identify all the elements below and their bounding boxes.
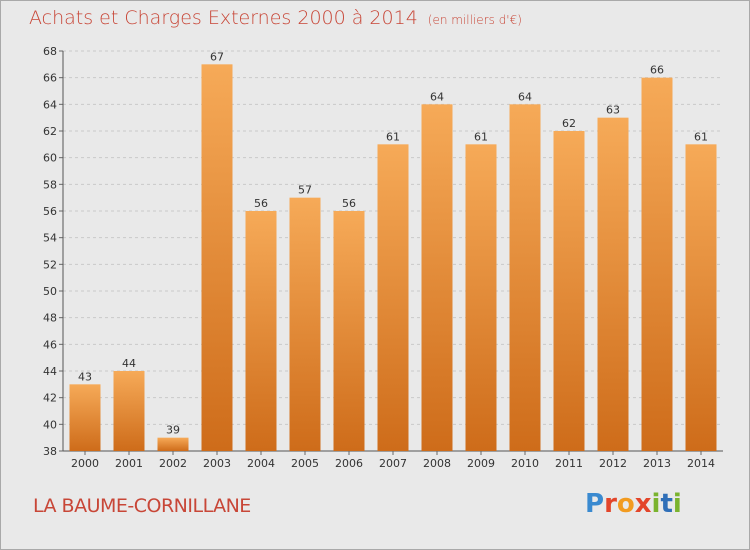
logo-letter-3: o — [616, 489, 635, 519]
value-label-2006: 56 — [342, 197, 356, 210]
logo-letter-5: i — [651, 489, 661, 519]
value-label-2012: 63 — [606, 104, 620, 117]
x-tick-label-2000: 2000 — [71, 457, 99, 470]
x-tick-label-2013: 2013 — [643, 457, 671, 470]
logo-letter-4: x — [634, 489, 652, 519]
chart-unit: (en milliers d'€) — [427, 13, 522, 27]
value-label-2013: 66 — [650, 64, 664, 77]
x-tick-label-2008: 2008 — [423, 457, 451, 470]
x-tick-label-2005: 2005 — [291, 457, 319, 470]
bar-2005 — [289, 197, 321, 451]
x-tick-label-2006: 2006 — [335, 457, 363, 470]
bar-2004 — [245, 211, 277, 451]
chart-title-text: Achats et Charges Externes 2000 à 2014 — [29, 7, 418, 29]
y-tick-label: 58 — [43, 178, 57, 191]
y-tick-label: 46 — [43, 338, 57, 351]
value-label-2014: 61 — [694, 130, 708, 143]
x-tick-label-2009: 2009 — [467, 457, 495, 470]
y-tick-label: 42 — [43, 392, 57, 405]
bar-2001 — [113, 371, 145, 451]
bar-2000 — [69, 384, 101, 451]
x-tick-label-2014: 2014 — [687, 457, 715, 470]
bar-2012 — [597, 117, 629, 452]
y-tick-label: 56 — [43, 205, 57, 218]
bar-2007 — [377, 144, 409, 452]
value-label-2005: 57 — [298, 184, 312, 197]
value-label-2001: 44 — [122, 357, 136, 370]
value-label-2003: 67 — [210, 50, 224, 63]
y-tick-label: 66 — [43, 72, 57, 85]
value-label-2011: 62 — [562, 117, 576, 130]
y-tick-label: 64 — [43, 98, 57, 111]
y-tick-label: 62 — [43, 125, 57, 138]
bar-2003 — [201, 64, 233, 452]
x-tick-label-2012: 2012 — [599, 457, 627, 470]
value-label-2004: 56 — [254, 197, 268, 210]
value-label-2007: 61 — [386, 130, 400, 143]
bar-2011 — [553, 131, 585, 451]
y-tick-label: 48 — [43, 312, 57, 325]
value-label-2000: 43 — [78, 370, 92, 383]
y-tick-label: 54 — [43, 232, 57, 245]
logo-letter-2: r — [604, 489, 617, 519]
location-label: LA BAUME-CORNILLANE — [33, 495, 251, 517]
x-tick-label-2011: 2011 — [555, 457, 583, 470]
logo-letter-6: t — [660, 489, 673, 519]
bar-2008 — [421, 104, 453, 451]
x-tick-label-2003: 2003 — [203, 457, 231, 470]
logo-letter-1: P — [585, 489, 605, 519]
x-tick-label-2001: 2001 — [115, 457, 143, 470]
y-tick-label: 50 — [43, 285, 57, 298]
x-tick-label-2002: 2002 — [159, 457, 187, 470]
proxiti-logo: Proxiti — [585, 489, 682, 519]
y-tick-label: 68 — [43, 45, 57, 58]
x-tick-label-2004: 2004 — [247, 457, 275, 470]
y-tick-label: 60 — [43, 152, 57, 165]
y-tick-label: 38 — [43, 445, 57, 458]
value-label-2010: 64 — [518, 90, 532, 103]
value-label-2002: 39 — [166, 424, 180, 437]
x-tick-label-2007: 2007 — [379, 457, 407, 470]
value-label-2008: 64 — [430, 90, 444, 103]
bar-2013 — [641, 77, 673, 452]
bar-2006 — [333, 211, 365, 451]
logo-letter-7: i — [672, 489, 682, 519]
x-tick-label-2010: 2010 — [511, 457, 539, 470]
chart-title: Achats et Charges Externes 2000 à 2014 (e… — [29, 7, 522, 29]
bar-2002 — [157, 437, 189, 451]
bar-2014 — [685, 144, 717, 452]
y-tick-label: 44 — [43, 365, 57, 378]
bar-2010 — [509, 104, 541, 451]
y-tick-label: 52 — [43, 258, 57, 271]
value-label-2009: 61 — [474, 130, 488, 143]
y-tick-label: 40 — [43, 418, 57, 431]
bar-2009 — [465, 144, 497, 452]
